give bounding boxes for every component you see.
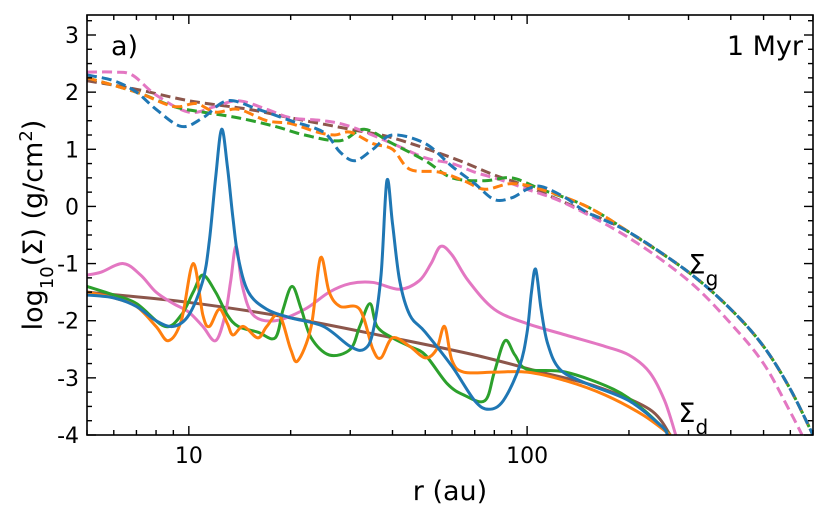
y-tick-label: 2	[65, 81, 79, 106]
annotation-text: Σ	[678, 398, 695, 429]
gas-line	[87, 73, 813, 435]
y-tick-label: 1	[65, 138, 79, 163]
y-tick-label: -2	[57, 310, 79, 335]
plot-lines	[87, 70, 813, 435]
plot-frame	[86, 14, 814, 436]
y-axis-label-part: log	[18, 289, 49, 330]
dust-line	[87, 290, 672, 435]
y-tick-label: 0	[65, 195, 79, 220]
dust-line	[87, 273, 672, 435]
y-tick-label: -3	[57, 367, 79, 392]
annotation-text: Σ	[689, 250, 706, 281]
x-axis-label: r (au)	[413, 476, 487, 507]
y-tick-label: -1	[57, 253, 79, 278]
annotation-subscript: d	[695, 415, 708, 439]
y-axis-label-part: )	[18, 120, 49, 131]
y-axis-label-part: 10	[37, 266, 58, 289]
x-tick-label: 10	[175, 444, 203, 469]
annotation-text: a)	[111, 31, 138, 62]
annotation: Σg	[689, 250, 719, 291]
dust-line	[87, 255, 672, 435]
dust-line	[87, 127, 669, 435]
y-axis-label-part: 2	[16, 130, 37, 141]
annotation: Σd	[678, 398, 708, 439]
annotation-text: 1 Myr	[727, 31, 804, 62]
gas-line	[87, 70, 804, 435]
y-tick-label: -4	[57, 424, 79, 449]
annotation: a)	[111, 31, 138, 62]
annotation: 1 Myr	[727, 31, 804, 62]
y-axis-label: log10(Σ) (g/cm2)	[16, 120, 58, 331]
annotation-subscript: g	[706, 267, 719, 291]
y-tick-label: 3	[65, 24, 79, 49]
x-tick-label: 100	[506, 444, 548, 469]
y-axis-label-part: (Σ) (g/cm	[18, 142, 49, 267]
